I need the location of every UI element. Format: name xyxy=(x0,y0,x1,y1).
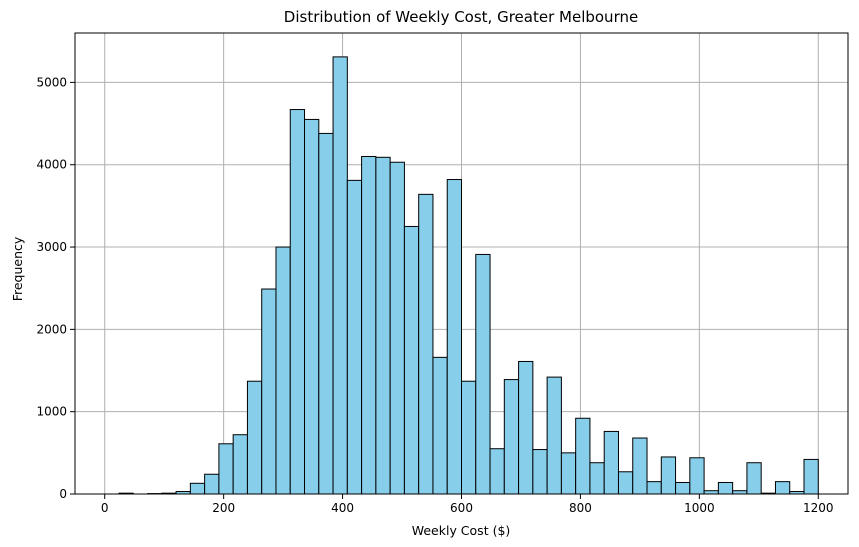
histogram-bar xyxy=(603,430,619,495)
histogram-bars xyxy=(118,56,819,495)
histogram-bar xyxy=(689,457,705,495)
histogram-bar xyxy=(189,482,206,495)
histogram-bar xyxy=(418,193,434,495)
histogram-bar xyxy=(261,288,277,495)
x-tick-label: 600 xyxy=(450,501,473,515)
histogram-bar xyxy=(289,109,306,495)
x-tick-label: 1000 xyxy=(684,501,715,515)
histogram-bar xyxy=(346,179,363,495)
histogram-bar xyxy=(646,481,662,495)
histogram-bar xyxy=(560,452,577,495)
histogram-bar xyxy=(389,161,405,495)
y-tick-label: 3000 xyxy=(36,240,67,254)
x-axis-label: Weekly Cost ($) xyxy=(412,523,511,538)
histogram-bar xyxy=(218,443,234,495)
y-tick-label: 5000 xyxy=(36,75,67,89)
histogram-bar xyxy=(617,471,634,495)
histogram-bar xyxy=(475,253,491,495)
y-axis-label: Frequency xyxy=(10,236,25,301)
histogram-bar xyxy=(246,380,263,495)
histogram-bar xyxy=(446,179,462,495)
histogram-bar xyxy=(675,481,691,495)
x-axis-ticks: 0 200 400 600 800 1000 1200 xyxy=(101,494,834,515)
x-tick-label: 200 xyxy=(212,501,235,515)
histogram-bar xyxy=(403,225,420,495)
histogram-bar xyxy=(717,481,734,495)
histogram-bar xyxy=(532,449,548,495)
histogram-bar xyxy=(432,356,448,495)
histogram-bar xyxy=(461,380,477,495)
histogram-bar xyxy=(318,132,334,495)
histogram-bar xyxy=(803,458,819,495)
histogram-bar xyxy=(660,456,677,495)
histogram-bar xyxy=(204,473,220,495)
histogram-bar xyxy=(375,156,391,495)
histogram-bar xyxy=(546,376,562,495)
y-axis-ticks: 0 1000 2000 3000 4000 5000 xyxy=(36,75,75,501)
histogram-bar xyxy=(503,379,520,495)
histogram-bar xyxy=(518,360,534,495)
x-tick-label: 0 xyxy=(101,501,109,515)
histogram-bar xyxy=(774,481,791,495)
histogram-bar xyxy=(275,246,291,495)
histogram-bar xyxy=(746,462,762,495)
histogram-bar xyxy=(632,437,648,495)
x-tick-label: 1200 xyxy=(803,501,834,515)
x-tick-label: 800 xyxy=(569,501,592,515)
y-tick-label: 1000 xyxy=(36,405,67,419)
y-tick-label: 0 xyxy=(59,487,67,501)
histogram-bar xyxy=(589,462,605,495)
y-tick-label: 4000 xyxy=(36,158,67,172)
y-tick-label: 2000 xyxy=(36,322,67,336)
histogram-bar xyxy=(332,56,348,495)
chart-title: Distribution of Weekly Cost, Greater Mel… xyxy=(284,8,638,26)
histogram-bar xyxy=(489,448,505,495)
histogram-bar xyxy=(361,155,377,495)
histogram-bar xyxy=(575,417,591,495)
histogram-bar xyxy=(232,434,248,495)
x-tick-label: 400 xyxy=(331,501,354,515)
histogram-bar xyxy=(304,118,320,495)
